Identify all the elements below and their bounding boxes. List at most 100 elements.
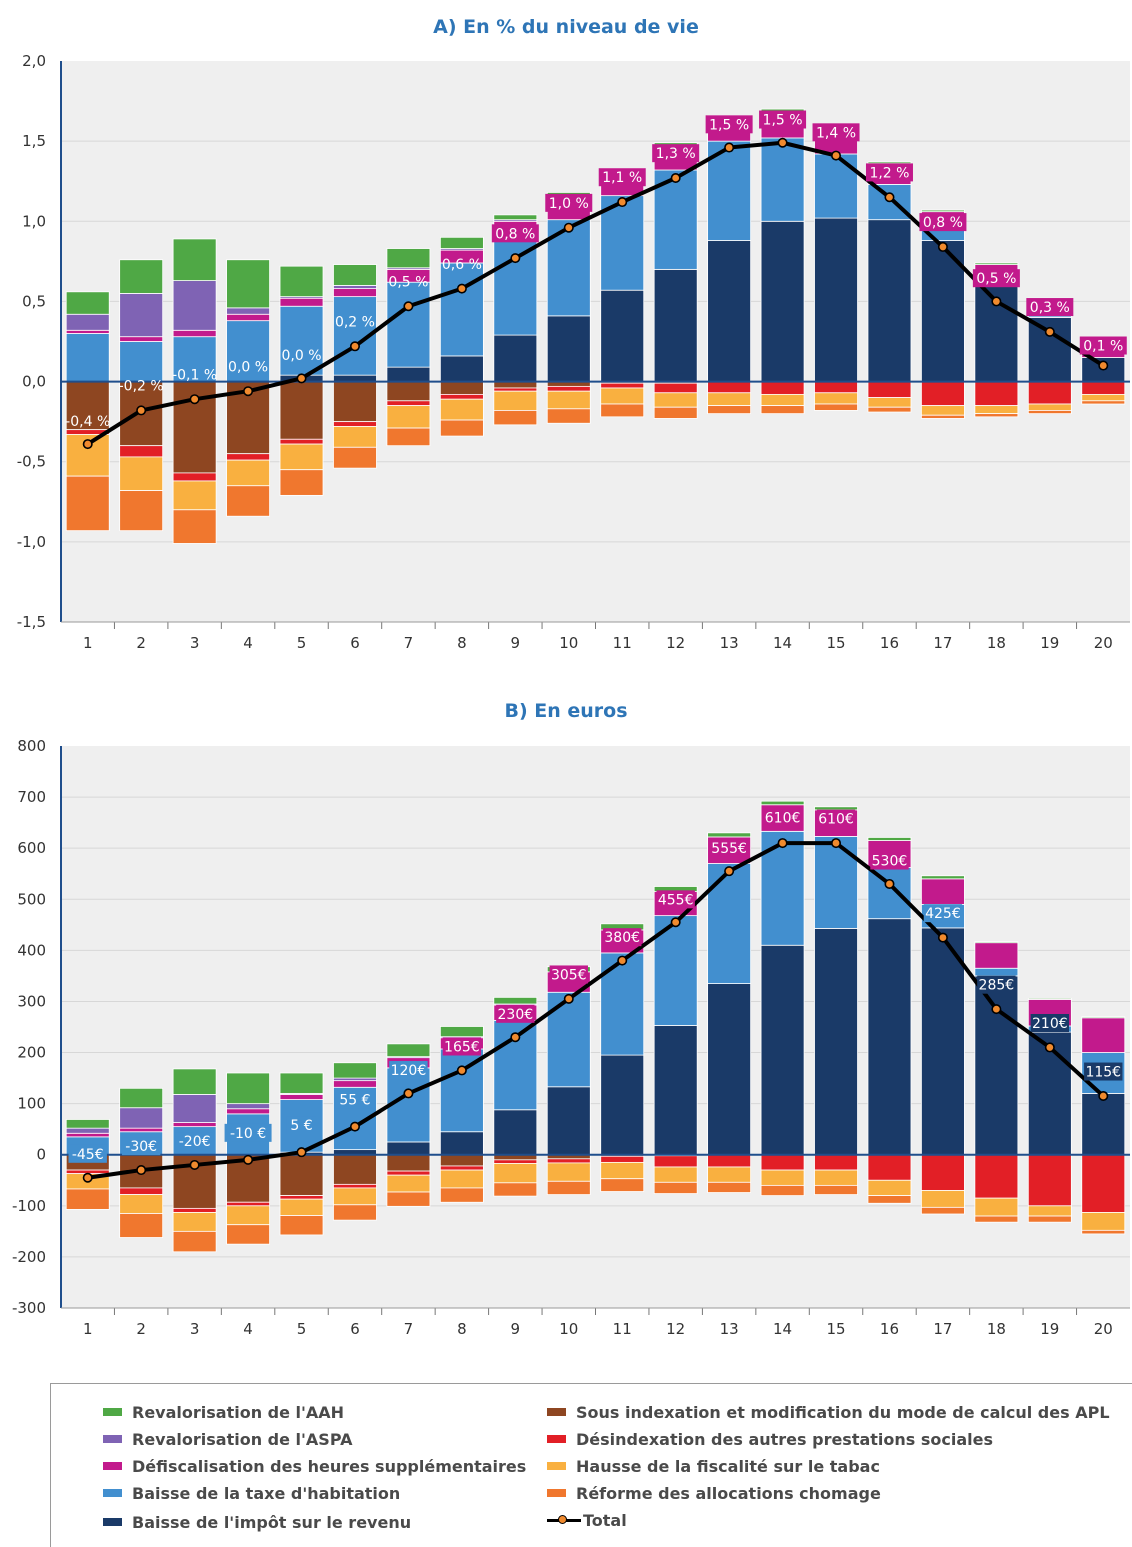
legend-swatch-apl (547, 1408, 566, 1416)
chart-b-bar-heures (333, 1080, 377, 1088)
chart-b-total-label-bg (224, 1123, 272, 1142)
chart-b-xtick-label: 13 (720, 1320, 739, 1338)
chart-b-bar-autres (760, 1154, 805, 1171)
chart-b-bar-tabac (974, 1197, 1019, 1217)
chart-a-total-point (1098, 360, 1109, 371)
chart-a-bar-chomage (439, 419, 484, 437)
chart-a-bar-apl (386, 381, 431, 402)
chart-b-bar-aah (1027, 997, 1072, 1000)
chart-a-bar-tabac (493, 390, 538, 411)
chart-a-bar-ir (439, 355, 484, 382)
chart-b-ytick-label: -300 (12, 1299, 46, 1317)
chart-b-xtick-label: 2 (136, 1320, 146, 1338)
chart-b-total-label: -30€ (125, 1139, 157, 1155)
chart-b-bar-chomage (333, 1204, 377, 1221)
chart-a-bar-autres (653, 382, 698, 394)
chart-b-ytick-label: 0 (36, 1146, 46, 1164)
legend-item-th: Baisse de la taxe d'habitation (103, 1482, 400, 1504)
chart-a-bar-chomage (707, 405, 752, 415)
chart-b-total-label: 55 € (339, 1093, 370, 1109)
chart-b-bar-chomage (119, 1213, 164, 1238)
chart-a-bar-chomage (119, 490, 164, 532)
chart-b-xtick-label: 7 (404, 1320, 414, 1338)
chart-b-xtick-label: 16 (880, 1320, 899, 1338)
chart-b-total-label: 285€ (979, 978, 1015, 994)
chart-a-bar-heures (279, 297, 324, 307)
chart-b-bar-aah (1081, 1016, 1126, 1019)
chart-b-bar-autres (653, 1155, 698, 1168)
chart-b-bar-heures (279, 1094, 324, 1100)
chart-a-bar-autres (867, 381, 912, 399)
chart-b-total-label-bg (1084, 1062, 1123, 1081)
chart-b-bar-chomage (760, 1184, 805, 1197)
chart-a-bar-tabac (119, 456, 164, 491)
chart-a-bar-tabac (546, 390, 591, 410)
chart-b-total-label-bg (286, 1116, 317, 1135)
chart-a-xtick-label: 14 (773, 634, 792, 652)
chart-b-bar-autres (333, 1183, 377, 1189)
chart-b-total-label-bg (496, 1004, 535, 1023)
chart-a-total-label: 1,5 % (709, 117, 749, 133)
chart-b-total-point (884, 878, 895, 889)
chart-a-ytick-label: -1,5 (17, 613, 46, 631)
chart-a-bar-aspa (65, 313, 110, 331)
chart-a-xtick-label: 20 (1094, 634, 1113, 652)
chart-a-total-label: 0,8 % (495, 226, 535, 242)
legend-item-apl: Sous indexation et modification du mode … (547, 1401, 1110, 1423)
chart-a-bar-ir (546, 315, 591, 382)
chart-a-total-label: 1,0 % (549, 196, 589, 212)
chart-a-bar-aah (493, 214, 538, 221)
chart-b-total-label-bg (121, 1137, 161, 1156)
chart-a-bar-aah (867, 161, 912, 164)
chart-a-bar-chomage (653, 406, 698, 419)
chart-a-bar-tabac (867, 397, 912, 408)
chart-b-xtick-label: 17 (933, 1320, 952, 1338)
chart-a-total-label: 1,4 % (816, 125, 856, 141)
chart-b-bar-ir (439, 1131, 484, 1156)
chart-b-bar-th (974, 967, 1019, 977)
chart-b-total-point (777, 838, 788, 849)
chart-b-xtick-label: 20 (1094, 1320, 1113, 1338)
chart-a-title: A) En % du niveau de vie (433, 16, 699, 38)
chart-a-ytick-label: 0,0 (22, 373, 46, 391)
chart-a-bar-tabac (386, 405, 431, 429)
chart-b-total-label: 210€ (1032, 1016, 1068, 1032)
chart-a-bar-heures (172, 329, 217, 338)
chart-b-xtick-label: 18 (987, 1320, 1006, 1338)
chart-a-bar-autres (279, 438, 324, 445)
chart-b-bar-aah (333, 1062, 377, 1079)
legend-label-th: Baisse de la taxe d'habitation (132, 1483, 401, 1503)
chart-b-bar-aah (974, 941, 1019, 944)
chart-a-bar-chomage (974, 413, 1019, 418)
chart-a-total-label: 0,5 % (976, 271, 1016, 287)
chart-a-bar-th (439, 262, 484, 357)
chart-b-bar-aah (493, 996, 538, 1005)
chart-a-total-point (403, 301, 414, 312)
chart-a-total-label: 0,1 % (1083, 339, 1123, 355)
chart-b-bar-tabac (600, 1161, 645, 1180)
chart-a-total-label-bg (491, 224, 539, 243)
chart-b-total-label-bg (549, 965, 588, 984)
chart-b-total-label-bg (709, 838, 749, 857)
chart-b-bar-apl (386, 1154, 431, 1172)
chart-a-bar-chomage (493, 410, 538, 426)
chart-a-bar-chomage (226, 485, 270, 517)
chart-b-bar-chomage (1081, 1229, 1126, 1235)
chart-a-bar-tabac (814, 392, 858, 405)
chart-a-total-label: 1,3 % (656, 146, 696, 162)
chart-b-bar-chomage (172, 1230, 217, 1253)
chart-b-total-label: 455€ (658, 892, 694, 908)
chart-a-bar-tabac (760, 393, 805, 407)
chart-b-xtick-label: 5 (297, 1320, 307, 1338)
chart-b-total-point (991, 1004, 1002, 1015)
chart-a-xtick-label: 19 (1040, 634, 1059, 652)
chart-b-bar-tabac (1027, 1205, 1072, 1217)
chart-a-bar-tabac (279, 443, 324, 471)
chart-b-bar-tabac (119, 1194, 164, 1214)
chart-b-bar-chomage (226, 1224, 270, 1245)
chart-a-total-point (296, 373, 307, 384)
chart-b-total-label-bg (656, 890, 695, 909)
chart-b-bar-heures (119, 1127, 164, 1133)
chart-b-bar-th (386, 1067, 431, 1143)
chart-a-xtick-label: 13 (720, 634, 739, 652)
